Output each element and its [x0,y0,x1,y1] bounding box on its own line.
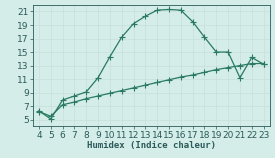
X-axis label: Humidex (Indice chaleur): Humidex (Indice chaleur) [87,141,216,150]
